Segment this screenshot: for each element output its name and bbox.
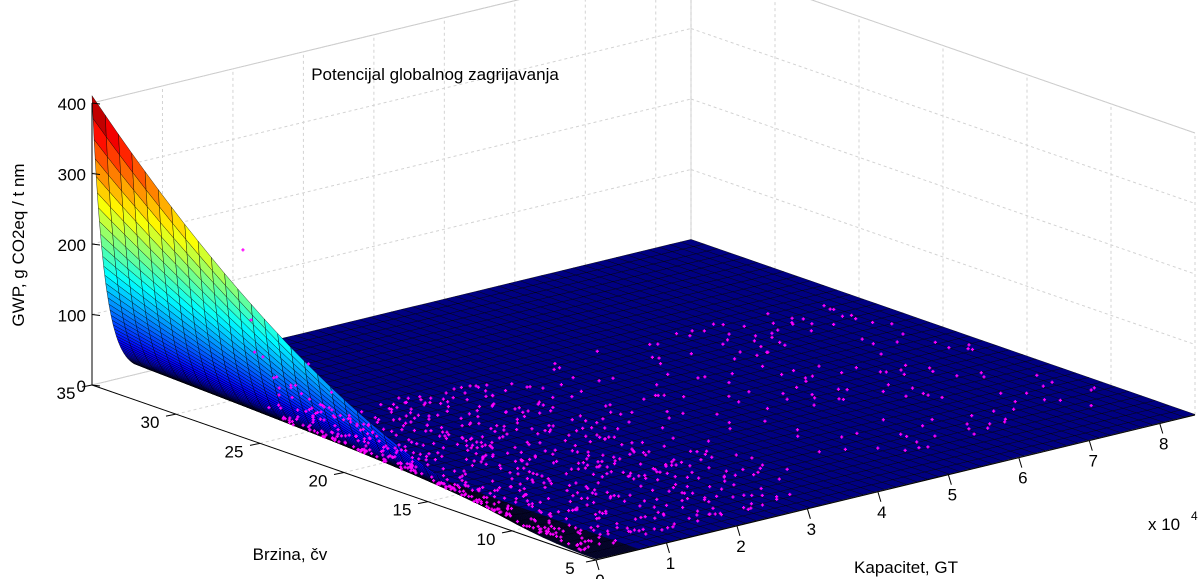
x-tick-mark [947,474,952,485]
x-tick-mark [806,508,811,519]
y-tick-label: 5 [565,559,574,578]
x-tick-mark [1018,457,1023,468]
y-tick-label: 15 [393,501,412,520]
y-tick-mark [333,472,345,475]
z-tick-mark [91,314,101,316]
box-edge [91,0,520,104]
y-tick-label: 25 [225,442,244,461]
x-tick-mark [595,559,600,571]
z-tick-label: 0 [77,377,86,396]
x-tick-mark [1159,423,1164,434]
x-axis-label: Kapacitet, GT [854,558,958,577]
x-tick-label: 1 [666,554,675,573]
y-tick-label: 10 [477,530,496,549]
y-tick-label: 20 [309,472,328,491]
z-tick-mark [91,243,101,246]
y-axis-label: Brzina, čv [253,545,328,564]
chart-title: Potencijal globalnog zagrijavanja [311,65,559,84]
y-tick-label: 30 [141,413,160,432]
y-tick-mark [585,559,597,563]
gridline-z-side [690,169,1196,345]
scatter-point [241,248,245,252]
x-tick-label: 3 [807,520,816,539]
z-tick-label: 400 [58,95,86,114]
x-tick-mark [665,542,670,554]
gridline-z-back [91,98,692,245]
x-tick-label: 7 [1089,452,1098,471]
gridline-z-side [690,98,1196,275]
gridline-z-side [810,0,1196,134]
x-tick-label: 6 [1018,469,1027,488]
y-tick-mark [501,530,513,534]
gridline-z-back [91,28,692,174]
x-axis-multiplier: x 10 [1148,515,1180,534]
z-axis-label: GWP, g CO2eq / t nm [9,163,28,326]
y-tick-mark [417,501,429,505]
box-edge [810,0,1196,134]
x-axis-multiplier-exponent: 4 [1191,509,1198,523]
gridline-z-back [91,0,520,104]
x-tick-label: 5 [948,486,957,505]
y-tick-mark [165,413,177,417]
x-tick-label: 8 [1159,435,1168,454]
x-tick-label: 2 [736,537,745,556]
x-tick-label: 4 [877,503,886,522]
z-tick-label: 300 [58,166,86,185]
x-tick-mark [736,525,741,537]
x-tick-mark [877,491,882,502]
z-tick-label: 100 [58,307,86,326]
x-tick-label: 0 [595,571,604,579]
y-tick-mark [249,442,261,446]
y-tick-label: 35 [57,384,76,403]
x-tick-mark [1088,440,1093,451]
surface-plot [91,94,1196,560]
z-tick-label: 200 [58,236,86,255]
